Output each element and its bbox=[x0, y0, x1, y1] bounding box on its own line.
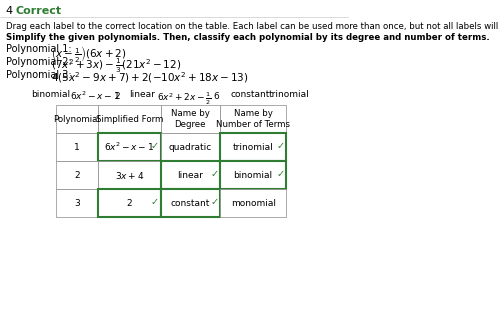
Text: ✓: ✓ bbox=[210, 169, 218, 179]
Text: Correct: Correct bbox=[16, 6, 62, 16]
Text: trinomial: trinomial bbox=[233, 143, 274, 151]
FancyBboxPatch shape bbox=[220, 105, 286, 133]
Text: 4: 4 bbox=[6, 6, 12, 16]
FancyBboxPatch shape bbox=[56, 189, 98, 217]
Text: ✓: ✓ bbox=[151, 197, 159, 207]
FancyBboxPatch shape bbox=[160, 189, 220, 217]
Text: Simplified Form: Simplified Form bbox=[96, 115, 163, 124]
FancyBboxPatch shape bbox=[220, 133, 286, 161]
Text: $(7x^2 + 3x) - \frac{1}{3}(21x^2 - 12)$: $(7x^2 + 3x) - \frac{1}{3}(21x^2 - 12)$ bbox=[51, 57, 181, 75]
FancyBboxPatch shape bbox=[160, 133, 220, 161]
FancyBboxPatch shape bbox=[160, 161, 220, 189]
Text: $6$: $6$ bbox=[213, 90, 220, 101]
Text: binomial: binomial bbox=[234, 171, 272, 179]
Text: $6x^2 - x - 1$: $6x^2 - x - 1$ bbox=[70, 90, 120, 102]
Text: 1: 1 bbox=[74, 143, 80, 151]
FancyBboxPatch shape bbox=[56, 133, 98, 161]
FancyBboxPatch shape bbox=[98, 105, 160, 133]
Text: ✓: ✓ bbox=[276, 141, 285, 151]
FancyBboxPatch shape bbox=[56, 161, 98, 189]
Text: ✓: ✓ bbox=[151, 141, 159, 151]
Text: 2: 2 bbox=[74, 171, 80, 179]
Text: Polynomial 1:: Polynomial 1: bbox=[6, 44, 78, 54]
Text: Polynomial: Polynomial bbox=[54, 115, 100, 124]
Text: ✓: ✓ bbox=[210, 197, 218, 207]
Text: ✓: ✓ bbox=[276, 169, 285, 179]
Text: $4(5x^2 - 9x + 7) + 2(-10x^2 + 18x - 13)$: $4(5x^2 - 9x + 7) + 2(-10x^2 + 18x - 13)… bbox=[51, 70, 248, 85]
Text: 3: 3 bbox=[74, 198, 80, 207]
FancyBboxPatch shape bbox=[98, 189, 160, 217]
Text: $3x + 4$: $3x + 4$ bbox=[114, 169, 144, 181]
Text: Name by
Degree: Name by Degree bbox=[171, 109, 209, 129]
Text: monomial: monomial bbox=[230, 198, 276, 207]
Text: constant: constant bbox=[230, 90, 270, 99]
Text: Drag each label to the correct location on the table. Each label can be used mor: Drag each label to the correct location … bbox=[6, 22, 500, 31]
Text: linear: linear bbox=[178, 171, 203, 179]
Text: $2$: $2$ bbox=[114, 90, 120, 101]
Text: constant: constant bbox=[170, 198, 210, 207]
Text: Polynomial 2:: Polynomial 2: bbox=[6, 57, 78, 67]
Text: Simplify the given polynomials. Then, classify each polynomial by its degree and: Simplify the given polynomials. Then, cl… bbox=[6, 33, 490, 42]
Text: binomial: binomial bbox=[32, 90, 70, 99]
FancyBboxPatch shape bbox=[160, 105, 220, 133]
Text: $2$: $2$ bbox=[126, 197, 132, 209]
Text: trinomial: trinomial bbox=[269, 90, 310, 99]
Text: quadratic: quadratic bbox=[168, 143, 212, 151]
Text: $6x^2 - x - 1$: $6x^2 - x - 1$ bbox=[104, 141, 154, 153]
FancyBboxPatch shape bbox=[220, 189, 286, 217]
Text: Polynomial 3:: Polynomial 3: bbox=[6, 70, 78, 80]
Text: Name by
Number of Terms: Name by Number of Terms bbox=[216, 109, 290, 129]
Text: $6x^2 + 2x - \frac{1}{2}$: $6x^2 + 2x - \frac{1}{2}$ bbox=[157, 90, 212, 107]
FancyBboxPatch shape bbox=[56, 105, 98, 133]
FancyBboxPatch shape bbox=[98, 161, 160, 189]
FancyBboxPatch shape bbox=[98, 133, 160, 161]
Text: $\left(x - \frac{1}{2}\right)(6x + 2)$: $\left(x - \frac{1}{2}\right)(6x + 2)$ bbox=[51, 44, 127, 64]
Text: linear: linear bbox=[129, 90, 155, 99]
FancyBboxPatch shape bbox=[220, 161, 286, 189]
